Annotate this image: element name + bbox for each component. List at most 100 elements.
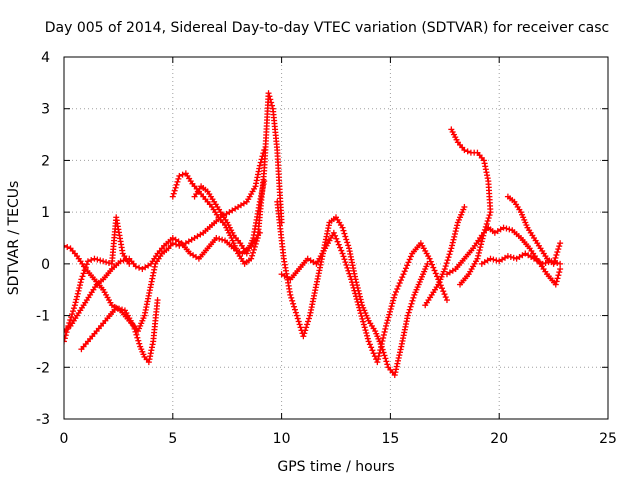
data-point bbox=[250, 246, 257, 253]
data-point bbox=[338, 247, 345, 254]
data-point bbox=[296, 321, 303, 328]
series-5 bbox=[169, 90, 285, 267]
data-point bbox=[134, 334, 141, 341]
x-tick-label: 0 bbox=[60, 431, 69, 447]
data-point bbox=[287, 291, 294, 298]
data-point bbox=[266, 93, 273, 100]
data-point bbox=[73, 296, 80, 303]
data-point bbox=[346, 270, 353, 277]
data-point bbox=[378, 341, 385, 348]
data-point bbox=[360, 318, 367, 325]
data-point bbox=[349, 279, 356, 286]
data-point bbox=[345, 242, 352, 249]
data-point bbox=[452, 228, 459, 235]
data-point bbox=[103, 259, 110, 266]
data-point bbox=[390, 297, 397, 304]
data-point bbox=[507, 253, 514, 260]
data-point bbox=[552, 281, 559, 288]
data-point bbox=[169, 240, 176, 247]
data-point bbox=[450, 236, 457, 243]
data-point bbox=[352, 293, 359, 300]
data-point bbox=[364, 332, 371, 339]
data-point bbox=[359, 315, 366, 322]
data-point bbox=[440, 288, 447, 295]
data-point bbox=[68, 314, 75, 321]
data-point bbox=[333, 235, 340, 242]
data-point bbox=[410, 294, 417, 301]
data-point bbox=[301, 330, 308, 337]
data-point bbox=[64, 244, 71, 251]
data-point bbox=[358, 313, 365, 320]
data-point bbox=[482, 223, 489, 230]
data-point bbox=[442, 263, 449, 270]
data-point bbox=[353, 296, 360, 303]
data-point bbox=[542, 259, 549, 266]
data-point bbox=[65, 322, 72, 329]
data-point bbox=[249, 252, 256, 259]
data-point bbox=[131, 325, 138, 332]
data-point bbox=[393, 363, 400, 370]
data-point bbox=[76, 282, 83, 289]
data-point bbox=[248, 255, 255, 262]
data-point bbox=[552, 254, 559, 261]
data-point bbox=[78, 276, 85, 283]
data-point bbox=[293, 312, 300, 319]
data-point bbox=[483, 220, 490, 227]
data-point bbox=[444, 257, 451, 264]
data-point bbox=[250, 249, 257, 256]
data-point bbox=[289, 297, 296, 304]
data-point bbox=[377, 344, 384, 351]
data-point bbox=[70, 305, 77, 312]
data-point bbox=[356, 304, 363, 311]
data-point bbox=[76, 284, 83, 291]
y-tick-label: 3 bbox=[41, 102, 50, 118]
data-point bbox=[172, 184, 179, 191]
x-tick-label: 5 bbox=[168, 431, 177, 447]
data-point bbox=[300, 333, 307, 340]
data-point bbox=[402, 265, 409, 272]
data-point bbox=[364, 335, 371, 342]
series-line bbox=[281, 232, 448, 363]
data-point bbox=[342, 233, 349, 240]
data-point bbox=[479, 235, 486, 242]
data-point bbox=[91, 255, 98, 262]
data-point bbox=[490, 256, 497, 263]
data-point bbox=[382, 355, 389, 362]
data-point bbox=[132, 328, 139, 335]
data-point bbox=[381, 352, 388, 359]
data-layer bbox=[64, 90, 564, 379]
data-point bbox=[82, 264, 89, 271]
data-point bbox=[478, 238, 485, 245]
data-point bbox=[256, 162, 263, 169]
data-point bbox=[385, 314, 392, 321]
data-point bbox=[391, 291, 398, 298]
data-point bbox=[395, 354, 402, 361]
data-point bbox=[330, 229, 337, 236]
data-point bbox=[354, 298, 361, 305]
data-point bbox=[394, 285, 401, 292]
data-point bbox=[219, 236, 226, 243]
data-point bbox=[461, 147, 468, 154]
data-point bbox=[334, 238, 341, 245]
data-point bbox=[550, 260, 557, 267]
data-point bbox=[341, 230, 348, 237]
x-axis-title: GPS time / hours bbox=[277, 459, 394, 475]
data-point bbox=[347, 273, 354, 280]
data-point bbox=[75, 287, 82, 294]
data-point bbox=[268, 99, 275, 106]
data-point bbox=[74, 290, 81, 297]
data-point bbox=[154, 297, 161, 304]
data-point bbox=[133, 331, 140, 338]
data-point bbox=[383, 358, 390, 365]
data-point bbox=[480, 232, 487, 239]
data-point bbox=[382, 325, 389, 332]
series-8 bbox=[278, 229, 450, 366]
data-point bbox=[487, 209, 494, 216]
y-tick-label: 0 bbox=[41, 257, 50, 273]
data-point bbox=[441, 266, 448, 273]
data-point bbox=[453, 225, 460, 232]
data-point bbox=[392, 369, 399, 376]
data-point bbox=[399, 274, 406, 281]
data-point bbox=[443, 297, 450, 304]
data-point bbox=[374, 359, 381, 366]
